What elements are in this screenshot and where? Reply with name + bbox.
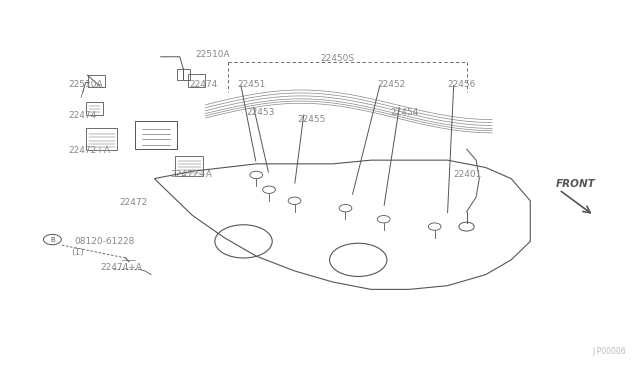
Text: (1): (1) [72, 248, 84, 257]
Text: 22452: 22452 [378, 80, 406, 89]
Text: 22474: 22474 [189, 80, 218, 89]
Text: B: B [50, 237, 55, 243]
Text: 22401: 22401 [454, 170, 482, 179]
Text: 22472+A: 22472+A [170, 170, 212, 179]
Text: FRONT: FRONT [556, 179, 596, 189]
Text: 22456: 22456 [447, 80, 476, 89]
Text: 22451: 22451 [237, 80, 266, 89]
Text: 22474: 22474 [68, 111, 97, 121]
Text: 22450S: 22450S [320, 54, 354, 63]
Text: 22454: 22454 [390, 108, 419, 117]
Text: 22455: 22455 [298, 115, 326, 124]
Text: 22472+A: 22472+A [68, 147, 110, 155]
Text: 22510A: 22510A [68, 80, 103, 89]
Text: 22472: 22472 [119, 198, 148, 207]
Text: J P00006: J P00006 [592, 347, 626, 356]
Text: 22510A: 22510A [196, 51, 230, 60]
Text: 22453: 22453 [246, 108, 275, 117]
Text: 08120-61228: 08120-61228 [75, 237, 135, 246]
Text: 22474+A: 22474+A [100, 263, 142, 272]
